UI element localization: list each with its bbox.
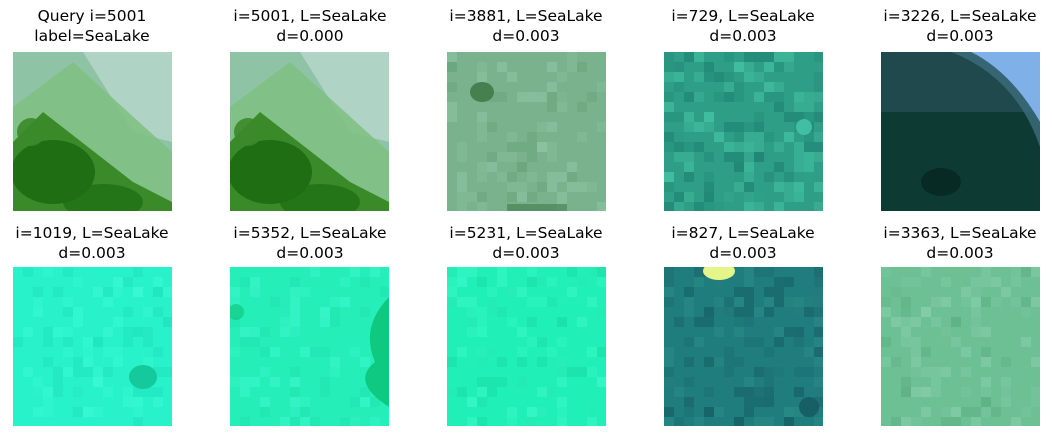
satellite-thumbnail xyxy=(447,52,606,211)
panel-image xyxy=(664,267,823,426)
satellite-thumbnail xyxy=(881,267,1040,426)
panel-caption: i=729, L=SeaLake d=0.003 xyxy=(643,6,843,46)
panel-subtitle: d=0.000 xyxy=(276,27,344,45)
panel-caption: i=5352, L=SeaLake d=0.003 xyxy=(210,223,410,263)
panel-image xyxy=(230,267,389,426)
panel-subtitle: d=0.003 xyxy=(58,244,126,262)
panel-caption: i=3226, L=SeaLake d=0.003 xyxy=(860,6,1052,46)
panel-subtitle: d=0.003 xyxy=(709,27,777,45)
panel-image xyxy=(230,52,389,211)
panel-caption: i=3881, L=SeaLake d=0.003 xyxy=(426,6,626,46)
panel-subtitle: d=0.003 xyxy=(926,27,994,45)
panel-subtitle: d=0.003 xyxy=(709,244,777,262)
panel-title: i=5001, L=SeaLake xyxy=(233,7,387,25)
panel-title: i=827, L=SeaLake xyxy=(671,224,815,242)
satellite-thumbnail xyxy=(664,52,823,211)
satellite-thumbnail xyxy=(230,267,389,426)
panel-caption: Query i=5001 label=SeaLake xyxy=(0,6,192,46)
panel-subtitle: label=SeaLake xyxy=(34,27,150,45)
panel-image xyxy=(447,52,606,211)
panel-title: i=3881, L=SeaLake xyxy=(449,7,603,25)
satellite-thumbnail xyxy=(13,52,172,211)
panel-title: i=3363, L=SeaLake xyxy=(883,224,1037,242)
satellite-thumbnail xyxy=(230,52,389,211)
panel-subtitle: d=0.003 xyxy=(492,27,560,45)
panel-caption: i=5231, L=SeaLake d=0.003 xyxy=(426,223,626,263)
panel-subtitle: d=0.003 xyxy=(492,244,560,262)
panel-image xyxy=(447,267,606,426)
satellite-thumbnail xyxy=(881,52,1040,211)
satellite-thumbnail xyxy=(664,267,823,426)
panel-caption: i=1019, L=SeaLake d=0.003 xyxy=(0,223,192,263)
panel-title: i=5352, L=SeaLake xyxy=(233,224,387,242)
panel-title: i=3226, L=SeaLake xyxy=(883,7,1037,25)
panel-caption: i=3363, L=SeaLake d=0.003 xyxy=(860,223,1052,263)
panel-image xyxy=(13,52,172,211)
panel-subtitle: d=0.003 xyxy=(926,244,994,262)
satellite-thumbnail xyxy=(13,267,172,426)
panel-image xyxy=(13,267,172,426)
panel-subtitle: d=0.003 xyxy=(276,244,344,262)
panel-image xyxy=(664,52,823,211)
panel-caption: i=5001, L=SeaLake d=0.000 xyxy=(210,6,410,46)
panel-title: i=1019, L=SeaLake xyxy=(15,224,169,242)
panel-title: i=729, L=SeaLake xyxy=(671,7,815,25)
panel-title: i=5231, L=SeaLake xyxy=(449,224,603,242)
satellite-thumbnail xyxy=(447,267,606,426)
panel-image xyxy=(881,52,1040,211)
panel-caption: i=827, L=SeaLake d=0.003 xyxy=(643,223,843,263)
panel-title: Query i=5001 xyxy=(37,7,147,25)
panel-image xyxy=(881,267,1040,426)
